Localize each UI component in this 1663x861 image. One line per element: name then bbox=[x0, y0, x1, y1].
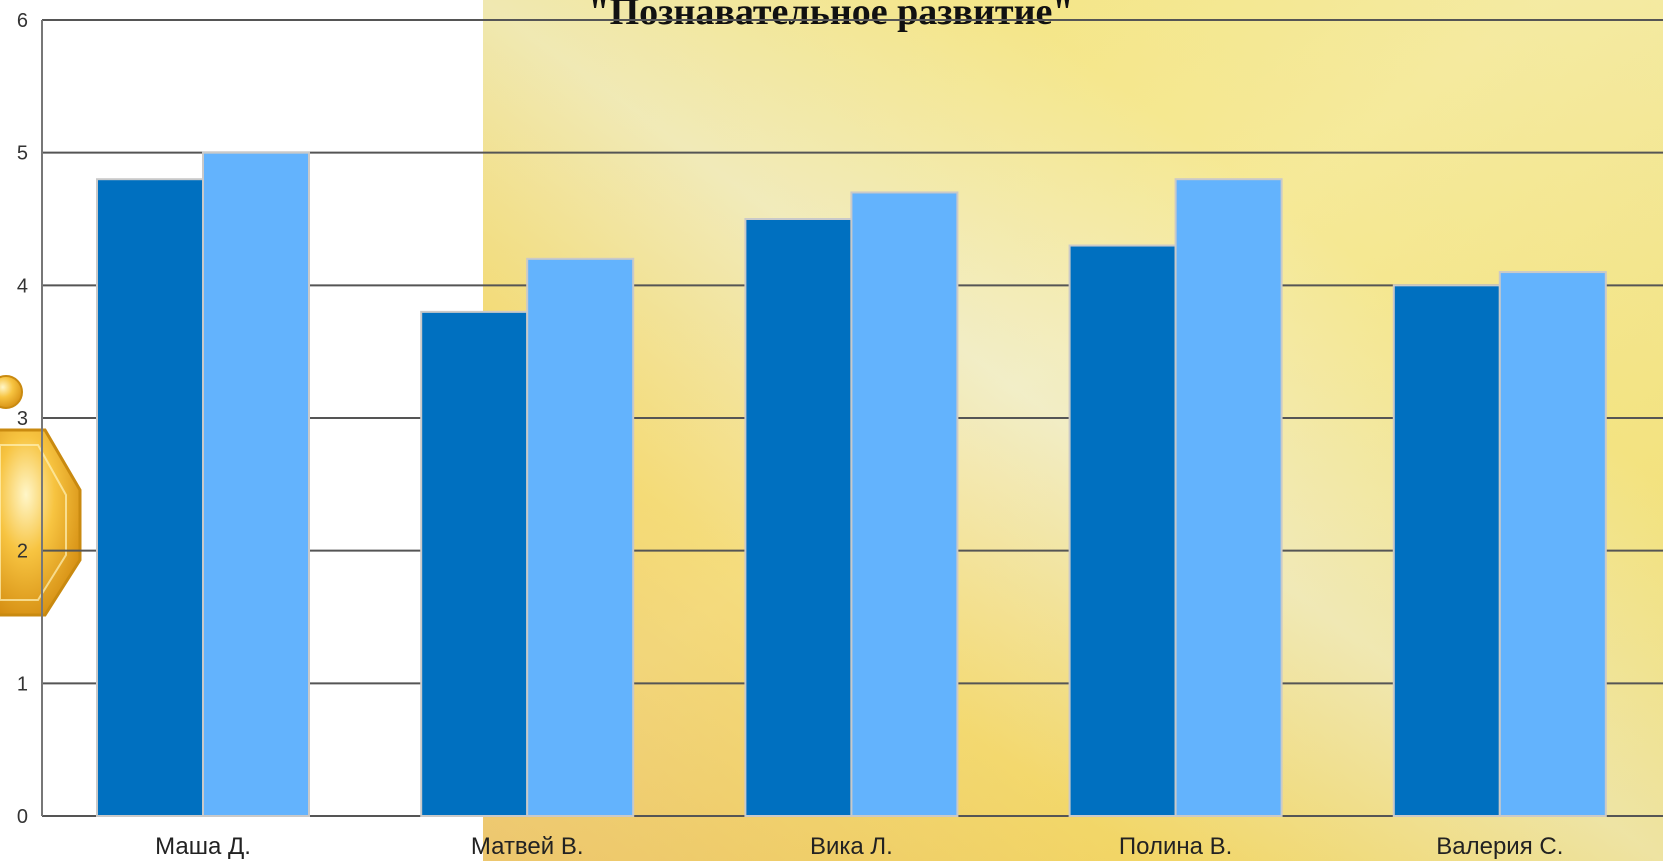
y-tick-label: 5 bbox=[17, 143, 28, 165]
y-tick-label: 6 bbox=[17, 10, 28, 32]
bar-series1-3 bbox=[1068, 244, 1177, 818]
bar-series1-2 bbox=[744, 218, 853, 817]
bar-series2-0 bbox=[202, 151, 310, 817]
x-tick-label: Полина В. bbox=[1119, 833, 1232, 860]
bar-series2-3 bbox=[1174, 178, 1283, 817]
y-tick-label: 2 bbox=[17, 541, 28, 563]
y-tick-label: 3 bbox=[17, 408, 28, 430]
y-tick-label: 4 bbox=[17, 275, 28, 297]
y-tick-label: 0 bbox=[17, 806, 28, 828]
gold-gem-icon bbox=[0, 375, 82, 617]
x-tick-label: Маша Д. bbox=[155, 833, 251, 860]
x-tick-labels: Маша Д. Матвей В. Вика Л. Полина В. Валерия … bbox=[155, 833, 1563, 860]
bar-series1-4 bbox=[1392, 284, 1501, 818]
bar-series2-4 bbox=[1498, 271, 1607, 818]
y-tick-label: 1 bbox=[17, 673, 28, 695]
bar-series2-2 bbox=[850, 191, 959, 817]
x-tick-label: Валерия С. bbox=[1436, 833, 1563, 860]
x-tick-label: Матвей В. bbox=[471, 833, 584, 860]
y-tick-labels: 0 1 2 3 4 5 6 bbox=[17, 10, 28, 828]
x-tick-label: Вика Л. bbox=[810, 833, 893, 860]
bar-series2-1 bbox=[526, 257, 635, 817]
bar-series1-0 bbox=[96, 178, 204, 817]
bars bbox=[96, 151, 1607, 818]
chart-title: "Познавательное развитие" bbox=[589, 0, 1074, 33]
bar-series1-1 bbox=[420, 310, 529, 817]
